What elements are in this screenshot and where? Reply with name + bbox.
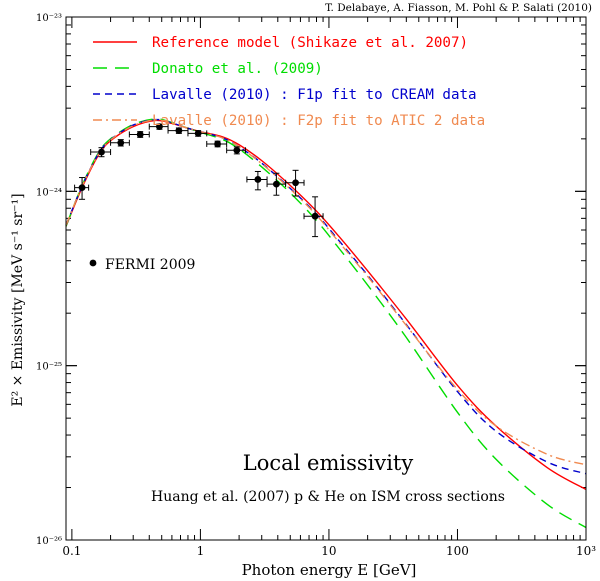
data-marker [78, 184, 86, 192]
y-tick-label: 10⁻²⁴ [36, 187, 62, 198]
fermi-point [110, 139, 130, 147]
legend: Reference model (Shikaze et al. 2007) Don… [93, 35, 485, 129]
legend-label-1: Reference model (Shikaze et al. 2007) [152, 35, 468, 51]
fermi-point [266, 172, 287, 196]
x-tick-label: 10³ [576, 544, 596, 558]
y-axis-label-group: E² × Emissivity [MeV s⁻¹ sr⁻¹] [10, 193, 26, 406]
y-tick-label: 10⁻²³ [36, 13, 62, 24]
data-marker [311, 212, 319, 220]
plot-frame [65, 16, 587, 541]
x-tick-label: 0.1 [62, 544, 81, 558]
y-axis-label: E² × Emissivity [MeV s⁻¹ sr⁻¹] [10, 193, 26, 406]
series-line-3 [65, 118, 587, 475]
fermi-point [187, 129, 208, 137]
data-marker [156, 123, 163, 131]
x-tick-label: 1 [197, 544, 205, 558]
fermi-legend-marker [89, 259, 97, 267]
annotation-title: Local emissivity [243, 451, 414, 475]
data-marker [254, 176, 262, 183]
fermi-point [285, 169, 305, 197]
y-tick-label: 10⁻²⁶ [36, 536, 62, 547]
legend-label-2: Donato et al. (2009) [152, 61, 323, 77]
fermi-point [90, 147, 112, 158]
data-marker [136, 131, 144, 138]
legend-label-4: Lavalle (2010) : F2p fit to ATIC 2 data [152, 113, 485, 129]
data-marker [98, 148, 105, 156]
data-marker [233, 146, 241, 154]
fermi-data-points [74, 123, 324, 267]
fermi-point [206, 140, 228, 148]
data-marker [292, 179, 299, 187]
y-tick-label: 10⁻²⁵ [36, 362, 62, 373]
fermi-point [303, 196, 324, 238]
x-tick-label: 100 [446, 544, 469, 558]
fermi-point [74, 177, 90, 200]
data-marker [194, 129, 202, 137]
series-line-4 [65, 119, 587, 466]
x-axis-label: Photon energy E [GeV] [242, 561, 417, 579]
data-marker [117, 139, 125, 147]
fermi-point [128, 131, 150, 138]
data-marker [175, 127, 183, 135]
x-tick-label: 10 [321, 544, 336, 558]
data-marker [272, 180, 280, 188]
data-marker [214, 140, 221, 148]
fermi-point [226, 146, 246, 155]
author-credit: T. Delabaye, A. Fiasson, M. Pohl & P. Sa… [325, 2, 592, 14]
annotation-subtitle: Huang et al. (2007) p & He on ISM cross … [151, 489, 505, 505]
fermi-legend-label: FERMI 2009 [105, 257, 195, 273]
fermi-point [246, 170, 268, 191]
series-line-1 [65, 119, 587, 491]
axis-tick-labels: 0.1 1 10 100 10³ 10⁻²⁶ 10⁻²⁵ 10⁻²⁴ 10⁻²³ [36, 13, 596, 558]
legend-label-3: Lavalle (2010) : F1p fit to CREAM data [152, 87, 477, 103]
